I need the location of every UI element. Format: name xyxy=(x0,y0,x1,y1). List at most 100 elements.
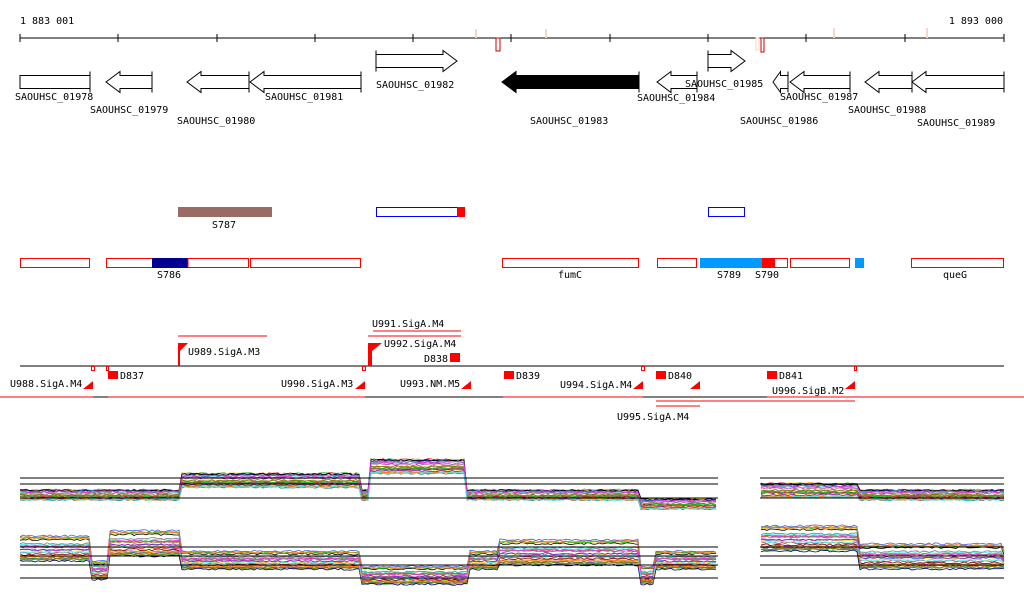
gene-arrow-left xyxy=(186,70,250,94)
profile-trace xyxy=(19,471,1005,510)
gene-saouhsc_01987[interactable]: SAOUHSC_01987 xyxy=(780,70,858,104)
gene-arrow-left xyxy=(911,70,1005,94)
segment-outline[interactable] xyxy=(708,207,745,217)
gene-label: SAOUHSC_01983 xyxy=(530,116,608,127)
terminator-marker[interactable] xyxy=(656,371,666,379)
promoter-flag[interactable] xyxy=(83,366,93,389)
segment[interactable] xyxy=(657,258,697,268)
reg-label: U991.SigA.M4 xyxy=(372,319,444,330)
segment-label: S786 xyxy=(157,270,181,281)
segment-small[interactable] xyxy=(855,258,864,268)
terminator-marker[interactable] xyxy=(767,371,777,379)
tick-marker xyxy=(91,366,95,371)
profile-trace xyxy=(19,540,1005,580)
segment-label: S789 xyxy=(717,270,741,281)
segment-label: S787 xyxy=(212,220,236,231)
reg-label: D839 xyxy=(516,371,540,382)
marker xyxy=(545,29,547,38)
regulatory-track: U988.SigA.M4 D837 U989.SigA.M3 U990.SigA… xyxy=(0,319,1024,423)
gene-saouhsc_01981[interactable]: SAOUHSC_01981 xyxy=(249,70,362,104)
promoter-flag[interactable] xyxy=(368,343,382,366)
gene-saouhsc_01984[interactable]: SAOUHSC_01984 xyxy=(637,70,715,105)
tick-marker xyxy=(362,366,366,371)
gene-label: SAOUHSC_01986 xyxy=(740,116,818,127)
segment-queg[interactable] xyxy=(911,258,1004,268)
promoter-flag[interactable] xyxy=(461,366,471,389)
gene-label: SAOUHSC_01982 xyxy=(376,80,454,91)
gene-saouhsc_01983[interactable]: SAOUHSC_01983 xyxy=(501,70,640,128)
promoter-flag[interactable] xyxy=(633,366,643,389)
marker xyxy=(760,37,765,53)
gene-label: SAOUHSC_01978 xyxy=(15,92,93,103)
marker xyxy=(495,37,501,52)
gene-label: SAOUHSC_01985 xyxy=(685,79,763,90)
segment[interactable] xyxy=(790,258,850,268)
gene-label: SAOUHSC_01987 xyxy=(780,92,858,103)
gene-arrow-left xyxy=(772,69,789,95)
terminator-marker[interactable] xyxy=(504,371,514,379)
marker xyxy=(926,28,928,38)
profile-trace xyxy=(19,460,1005,503)
expression-profiles xyxy=(19,457,1005,586)
reg-label: U995.SigA.M4 xyxy=(617,412,689,423)
tick-marker xyxy=(854,366,857,371)
marker xyxy=(475,29,477,38)
gene-arrow-left xyxy=(249,70,362,94)
reg-label: D840 xyxy=(668,371,692,382)
reg-label: U993.NM.M5 xyxy=(400,379,460,390)
gene-saouhsc_01978[interactable]: SAOUHSC_01978 xyxy=(15,71,93,104)
profile-trace xyxy=(19,547,1004,585)
segment[interactable] xyxy=(20,258,90,268)
segment-label: S790 xyxy=(755,270,779,281)
tick-marker xyxy=(106,366,109,371)
ruler-start-label: 1 883 001 xyxy=(20,16,74,27)
gene-arrow-left xyxy=(501,70,640,94)
promoter-flag[interactable] xyxy=(178,343,188,366)
gene-arrow-right xyxy=(375,49,458,73)
profile-trace xyxy=(19,467,1005,508)
ruler: 1 883 001 1 893 000 xyxy=(19,16,1005,53)
segment-s790[interactable] xyxy=(762,258,774,268)
marker xyxy=(833,28,835,38)
reg-label: U994.SigA.M4 xyxy=(560,380,632,391)
terminator-marker[interactable] xyxy=(108,371,118,379)
segment-s789[interactable] xyxy=(700,258,762,268)
gene-saouhsc_01988[interactable]: SAOUHSC_01988 xyxy=(848,70,926,117)
gene-label: SAOUHSC_01981 xyxy=(265,92,343,103)
reg-label: U990.SigA.M3 xyxy=(281,379,353,390)
segment-fumc[interactable] xyxy=(502,258,639,268)
segment[interactable] xyxy=(250,258,361,268)
profile-trace xyxy=(20,467,1005,508)
reg-label: U992.SigA.M4 xyxy=(384,339,456,350)
gene-saouhsc_01980[interactable]: SAOUHSC_01980 xyxy=(177,70,255,128)
ruler-end-label: 1 893 000 xyxy=(949,16,1003,27)
gene-label: SAOUHSC_01988 xyxy=(848,105,926,116)
reg-label: D838 xyxy=(424,354,448,365)
gene-arrow-left xyxy=(864,70,913,94)
segment-outline[interactable] xyxy=(376,207,458,217)
gene-arrow-left xyxy=(105,70,153,94)
promoter-flag[interactable] xyxy=(355,366,365,389)
promoter-flag[interactable] xyxy=(690,366,700,389)
terminator-marker[interactable] xyxy=(450,353,460,362)
segment-red[interactable] xyxy=(457,207,465,217)
profile-trace xyxy=(19,532,1005,574)
gene-saouhsc_01986[interactable]: SAOUHSC_01986 xyxy=(740,69,818,128)
gene-saouhsc_01985[interactable]: SAOUHSC_01985 xyxy=(685,49,763,91)
segment-track-upper: S787 xyxy=(178,207,745,231)
gene-track: SAOUHSC_01978 SAOUHSC_01979 SAOUHSC_01980 S… xyxy=(15,49,1005,130)
gene-label: SAOUHSC_01984 xyxy=(637,93,715,104)
promoter-flag[interactable] xyxy=(845,366,855,389)
segment-label: queG xyxy=(943,270,967,281)
gene-saouhsc_01989[interactable]: SAOUHSC_01989 xyxy=(911,70,1005,130)
gene-label: SAOUHSC_01979 xyxy=(90,105,168,116)
gene-saouhsc_01982[interactable]: SAOUHSC_01982 xyxy=(375,49,458,92)
gene-label: SAOUHSC_01980 xyxy=(177,116,255,127)
segment-s787[interactable] xyxy=(178,207,272,217)
segment-s786[interactable] xyxy=(152,258,188,268)
reg-label: U989.SigA.M3 xyxy=(188,347,260,358)
tick-marker xyxy=(641,366,645,371)
gene-saouhsc_01979[interactable]: SAOUHSC_01979 xyxy=(90,70,168,117)
segment[interactable] xyxy=(774,258,788,268)
